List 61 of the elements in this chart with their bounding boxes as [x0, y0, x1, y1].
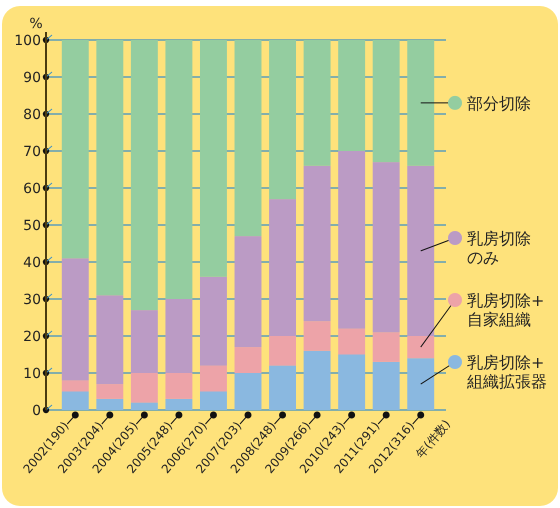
bar [130, 373, 158, 403]
bar [304, 166, 331, 322]
bar [407, 166, 434, 336]
bar [407, 336, 434, 358]
bar [130, 402, 158, 410]
bar [234, 40, 262, 236]
y-axis-title: % [29, 16, 43, 32]
bar [130, 40, 158, 310]
y-tick-label: 70 [23, 144, 41, 160]
bar [130, 310, 158, 373]
bar [200, 392, 227, 410]
bar [234, 347, 262, 373]
y-tick-label: 60 [23, 181, 41, 197]
bar [62, 258, 89, 380]
legend-label: 乳房切除のみ [467, 229, 531, 268]
bar [304, 321, 331, 351]
bar [338, 328, 366, 354]
bar [338, 354, 366, 410]
bar [269, 40, 296, 200]
legend-label: 乳房切除+自家組織 [467, 291, 544, 330]
bar [165, 398, 192, 410]
bar [407, 40, 434, 166]
legend-label: 部分切除 [467, 94, 531, 113]
bar [96, 398, 124, 410]
bar [200, 40, 227, 277]
bar [304, 350, 331, 410]
x-axis-title: 年(件数) [413, 416, 454, 461]
bar [269, 366, 296, 410]
bar [165, 299, 192, 373]
y-tick-label: 100 [14, 33, 41, 49]
bar [165, 40, 192, 299]
y-tick-label: 0 [32, 403, 41, 419]
y-tick-label: 90 [23, 70, 41, 86]
bar [62, 380, 89, 392]
bar [96, 384, 124, 399]
bar [96, 40, 124, 296]
bar [338, 151, 366, 329]
bar [338, 40, 366, 151]
bar [62, 40, 89, 258]
legend-label: 乳房切除+組織拡張器 [466, 353, 547, 392]
y-tick-label: 20 [23, 329, 41, 345]
y-tick-label: 40 [23, 255, 41, 271]
bar [165, 373, 192, 399]
bar [269, 336, 296, 366]
bar [372, 40, 400, 162]
bar [304, 40, 331, 166]
y-tick-label: 30 [23, 292, 41, 308]
bar [372, 362, 400, 410]
bar [269, 199, 296, 336]
y-tick-label: 80 [23, 107, 41, 123]
bar [234, 236, 262, 348]
y-tick-label: 50 [23, 218, 41, 234]
bar [372, 162, 400, 332]
bar [372, 332, 400, 362]
bar [234, 373, 262, 410]
bar [62, 392, 89, 410]
y-tick-label: 10 [23, 366, 41, 382]
bar [407, 358, 434, 410]
bar [200, 366, 227, 392]
bar [200, 276, 227, 366]
bar [96, 295, 124, 384]
